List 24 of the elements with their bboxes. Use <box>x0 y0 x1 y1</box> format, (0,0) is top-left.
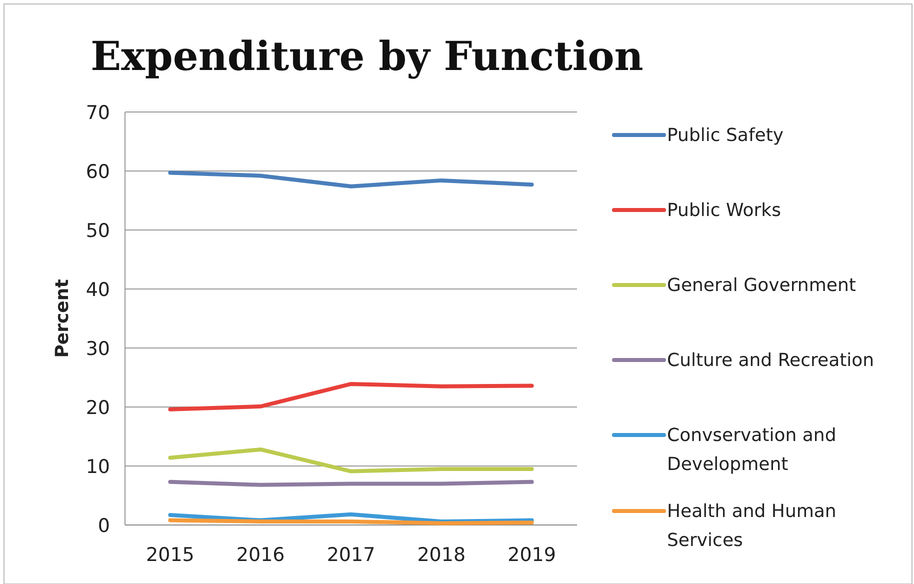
line-series <box>168 447 534 474</box>
x-tick-label: 2018 <box>417 544 466 566</box>
y-tick-label: 0 <box>98 515 110 537</box>
legend-label: Public Safety <box>667 125 784 146</box>
x-tick-label: 2019 <box>508 544 556 566</box>
line-series <box>168 170 534 188</box>
x-tick-label: 2016 <box>236 544 285 566</box>
y-tick-label: 60 <box>86 161 110 183</box>
y-tick-label: 30 <box>86 338 110 360</box>
chart-title: Expenditure by Function <box>90 33 644 80</box>
y-tick-label: 70 <box>86 102 110 124</box>
y-axis-title: Percent <box>52 278 73 358</box>
y-tick-label: 20 <box>86 397 110 419</box>
legend-label: Culture and Recreation <box>667 350 874 371</box>
x-tick-label: 2017 <box>326 544 376 566</box>
line-series <box>168 382 534 412</box>
legend-label: Convservation and Development <box>667 425 836 475</box>
legend-label: Public Works <box>667 200 781 221</box>
y-tick-label: 50 <box>86 220 110 242</box>
legend-label: General Government <box>667 275 856 296</box>
y-tick-label: 10 <box>86 456 110 478</box>
y-tick-label: 40 <box>86 279 110 301</box>
x-tick-label: 2015 <box>146 544 194 566</box>
legend-label: Health and Human Services <box>667 501 836 551</box>
